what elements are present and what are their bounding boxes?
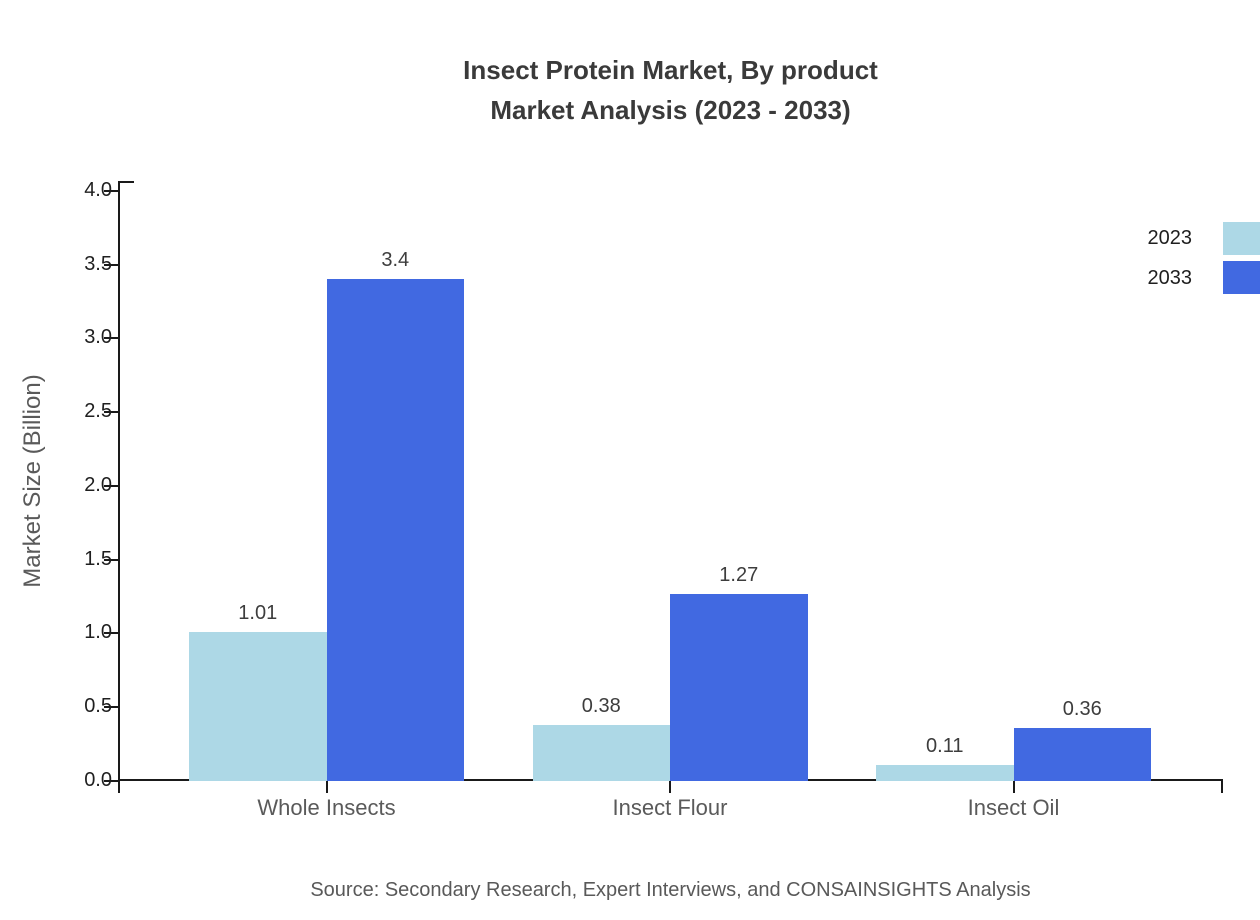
y-tick-label: 2.5 [84, 400, 112, 423]
legend-label-2033: 2033 [1147, 267, 1193, 289]
y-tick-label: 1.5 [84, 547, 112, 570]
y-tick-label: 3.5 [84, 252, 112, 275]
y-tick-label: 3.0 [84, 326, 112, 349]
bar-value-label: 0.11 [926, 734, 964, 757]
bar-value-label: 1.27 [719, 563, 759, 586]
bar-value-label: 0.38 [581, 694, 621, 717]
x-category-label: Insect Flour [612, 795, 728, 820]
bar-2033-insect-flour [670, 593, 808, 781]
source-attribution: Source: Secondary Research, Expert Inter… [310, 879, 1031, 901]
bar-2023-insect-flour [532, 724, 670, 781]
y-tick-label: 2.0 [84, 473, 112, 496]
y-tick-mark [104, 632, 118, 635]
chart-title-line2: Market Analysis (2023 - 2033) [490, 95, 851, 125]
legend-swatch-2023 [1223, 222, 1260, 255]
y-axis-spine [118, 181, 120, 781]
x-axis-right-cap [1221, 781, 1223, 793]
plot-area: 0.0 0.5 1.0 1.5 2.0 2.5 3.0 3.5 4.0 Whole Insects… [84, 179, 1223, 820]
bar-2033-whole-insects [326, 279, 464, 781]
y-tick-label: 0.5 [84, 695, 112, 718]
y-tick-mark [104, 263, 118, 266]
y-axis-top-cap [118, 181, 134, 183]
legend-swatch-2033 [1223, 261, 1260, 294]
legend-label-2023: 2023 [1147, 227, 1193, 249]
x-tick-mark [669, 781, 671, 793]
x-tick-mark [325, 781, 328, 793]
y-tick-label: 4.0 [84, 178, 112, 201]
y-tick-mark [104, 484, 118, 487]
y-tick-mark [104, 780, 118, 782]
bar-value-label: 0.36 [1062, 697, 1102, 720]
bar-2033-insect-oil [1013, 727, 1151, 781]
x-category-label: Insect Oil [967, 795, 1060, 820]
x-category-label: Whole Insects [257, 795, 396, 820]
y-tick-mark [104, 337, 118, 340]
bar-2023-insect-oil [876, 764, 1014, 781]
bar-value-label: 3.4 [381, 249, 410, 272]
chart-title-line1: Insect Protein Market, By product [463, 55, 878, 85]
x-tick-mark [1012, 781, 1015, 793]
y-tick-label: 0.0 [84, 769, 112, 791]
y-tick-mark [104, 558, 118, 561]
chart-title: Insect Protein Market, By product Market… [118, 50, 1223, 130]
y-axis-label: Market Size (Billion) [19, 374, 46, 588]
x-axis-left-end-tick [118, 781, 120, 793]
y-tick-label: 1.0 [84, 621, 112, 644]
y-tick-mark [104, 411, 118, 414]
bar-value-label: 1.01 [238, 601, 278, 624]
bar-2023-whole-insects [189, 631, 327, 781]
y-tick-mark [104, 189, 118, 192]
y-tick-mark [104, 706, 118, 709]
